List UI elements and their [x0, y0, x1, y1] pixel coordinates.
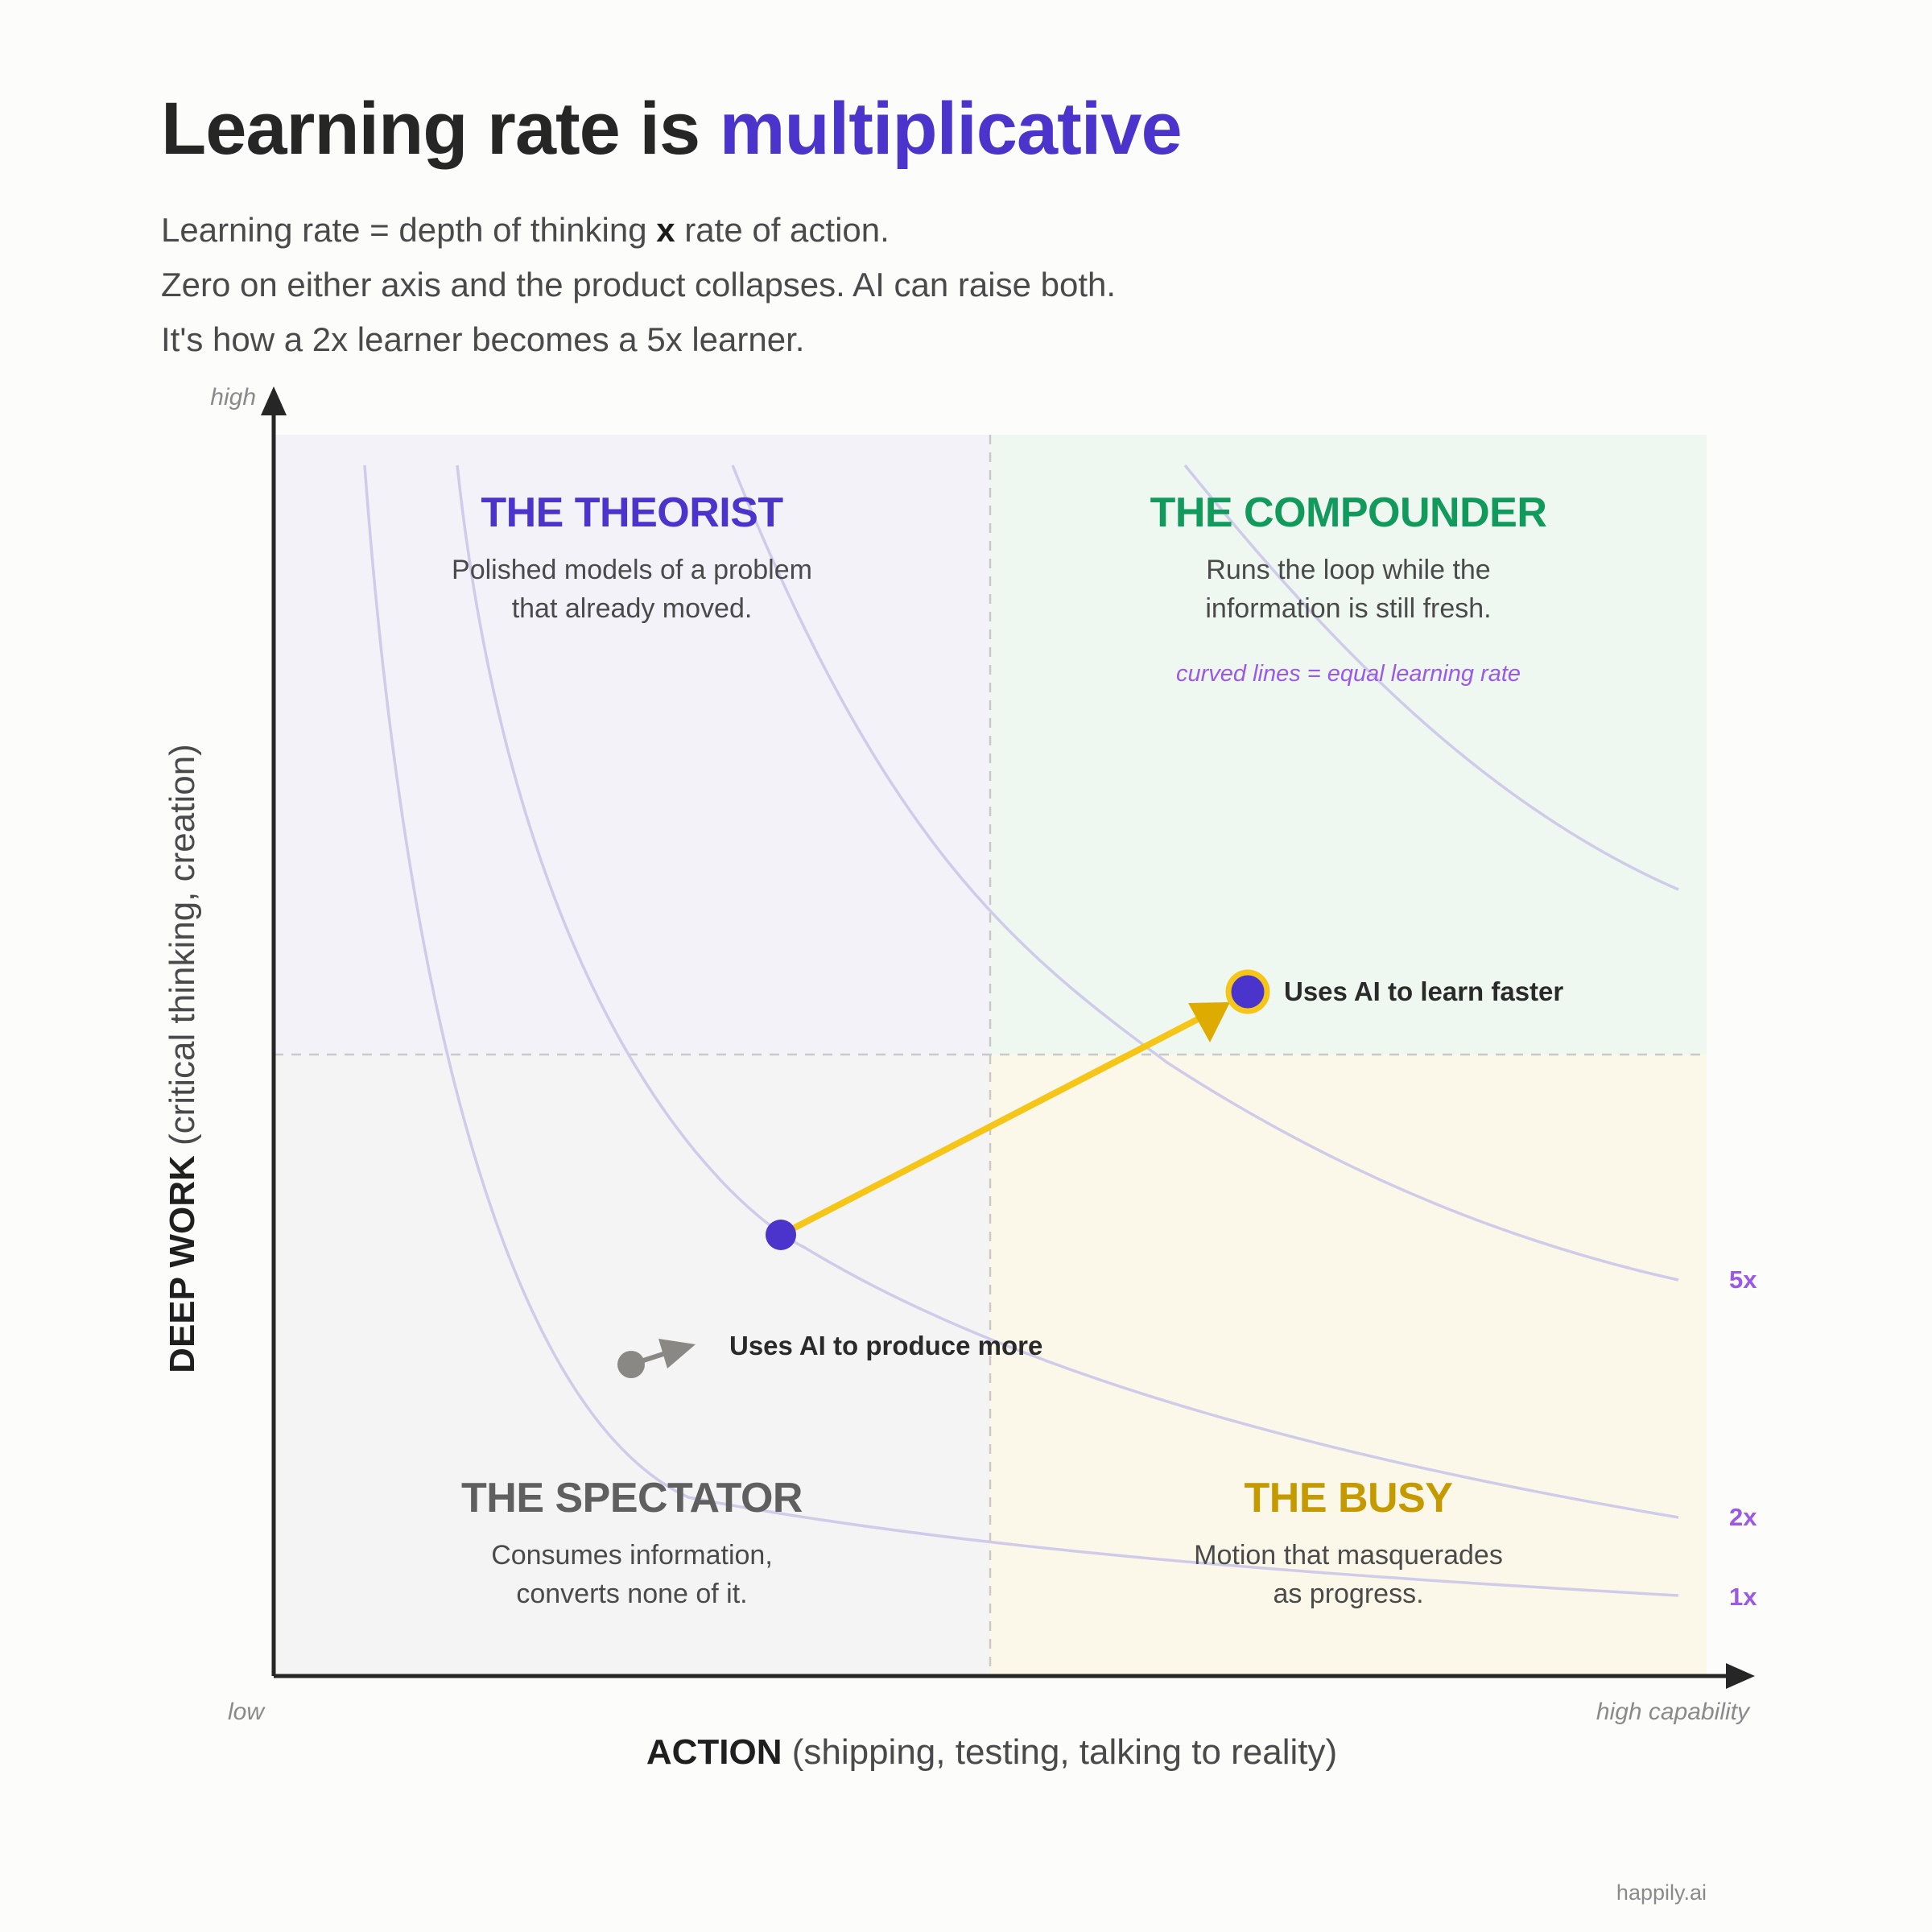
- title-lead: Learning rate is: [161, 88, 720, 170]
- learn-faster-label: Uses AI to learn faster: [1284, 976, 1563, 1006]
- quadrant-desc-theorist-line-2: that already moved.: [512, 593, 753, 624]
- x-axis-title: ACTION (shipping, testing, talking to re…: [646, 1732, 1337, 1772]
- quadrant-bg-compounder: [990, 435, 1707, 1055]
- page-title: Learning rate is multiplicative: [161, 87, 1183, 171]
- curve-label-2x: 2x: [1729, 1503, 1757, 1531]
- subtitle-line-1: Learning rate = depth of thinking x rate…: [161, 203, 1116, 258]
- y-axis-arrow-icon: [261, 386, 287, 415]
- curve-1x: [363, 464, 1679, 1597]
- quadrant-bg-busy: [990, 1055, 1707, 1674]
- y-axis-title-strong: DEEP WORK: [163, 1155, 202, 1373]
- curve-label-1x: 1x: [1729, 1583, 1757, 1611]
- quadrant-title-theorist: THE THEORIST: [481, 489, 783, 536]
- quadrant-desc-spectator-line-1: Consumes information,: [491, 1540, 773, 1571]
- x-axis-high-label: high capability: [1596, 1699, 1751, 1725]
- x-axis-arrow-icon: [1726, 1663, 1755, 1689]
- quadrant-desc-theorist-line-1: Polished models of a problem: [452, 555, 812, 585]
- curves-legend-note: curved lines = equal learning rate: [1176, 661, 1521, 687]
- subtitle-line-3: It's how a 2x learner becomes a 5x learn…: [161, 320, 805, 358]
- start-point: [766, 1220, 796, 1250]
- x-axis-title-rest: (shipping, testing, talking to reality): [782, 1732, 1337, 1772]
- curve-upper: [1183, 464, 1679, 891]
- y-axis-high-label: high: [210, 384, 256, 411]
- quadrant-desc-compounder-line-2: information is still fresh.: [1205, 593, 1491, 624]
- quadrant-desc-busy-line-2: as progress.: [1273, 1579, 1423, 1609]
- curve-5x: [731, 464, 1679, 1282]
- produce-more-arrow-head-icon: [658, 1339, 696, 1368]
- subtitle-line-1-before: Learning rate = depth of thinking: [161, 211, 657, 249]
- produce-more-point: [617, 1351, 645, 1378]
- quadrant-title-busy: THE BUSY: [1245, 1475, 1453, 1521]
- quadrant-desc-compounder-line-1: Runs the loop while the: [1206, 555, 1490, 585]
- y-axis-title-rest: (critical thinking, creation): [163, 744, 202, 1155]
- credit-text: happily.ai: [1616, 1880, 1707, 1905]
- learn-faster-arrow-shaft: [778, 1016, 1201, 1238]
- curve-label-5x: 5x: [1729, 1265, 1757, 1294]
- x-axis-title-strong: ACTION: [646, 1732, 782, 1772]
- title-accent: multiplicative: [719, 88, 1183, 170]
- produce-more-label: Uses AI to produce more: [729, 1331, 1042, 1360]
- subtitle-line-2: Zero on either axis and the product coll…: [161, 266, 1117, 303]
- learn-faster-point: [1225, 969, 1270, 1014]
- quadrant-title-compounder: THE COMPOUNDER: [1150, 489, 1547, 536]
- curve-2x: [456, 464, 1679, 1519]
- subtitle-multiply-operator: x: [656, 211, 675, 249]
- quadrant-desc-spectator-line-2: converts none of it.: [516, 1579, 747, 1609]
- learn-faster-arrow-head-icon: [1188, 1002, 1230, 1042]
- quadrant-desc-busy-line-1: Motion that masquerades: [1194, 1540, 1503, 1571]
- subtitle: Learning rate = depth of thinking x rate…: [161, 203, 1116, 367]
- subtitle-line-1-after: rate of action.: [675, 211, 890, 249]
- y-axis-title: DEEP WORK (critical thinking, creation): [163, 744, 202, 1373]
- quadrant-title-spectator: THE SPECTATOR: [461, 1475, 803, 1521]
- x-axis-low-label: low: [228, 1699, 266, 1725]
